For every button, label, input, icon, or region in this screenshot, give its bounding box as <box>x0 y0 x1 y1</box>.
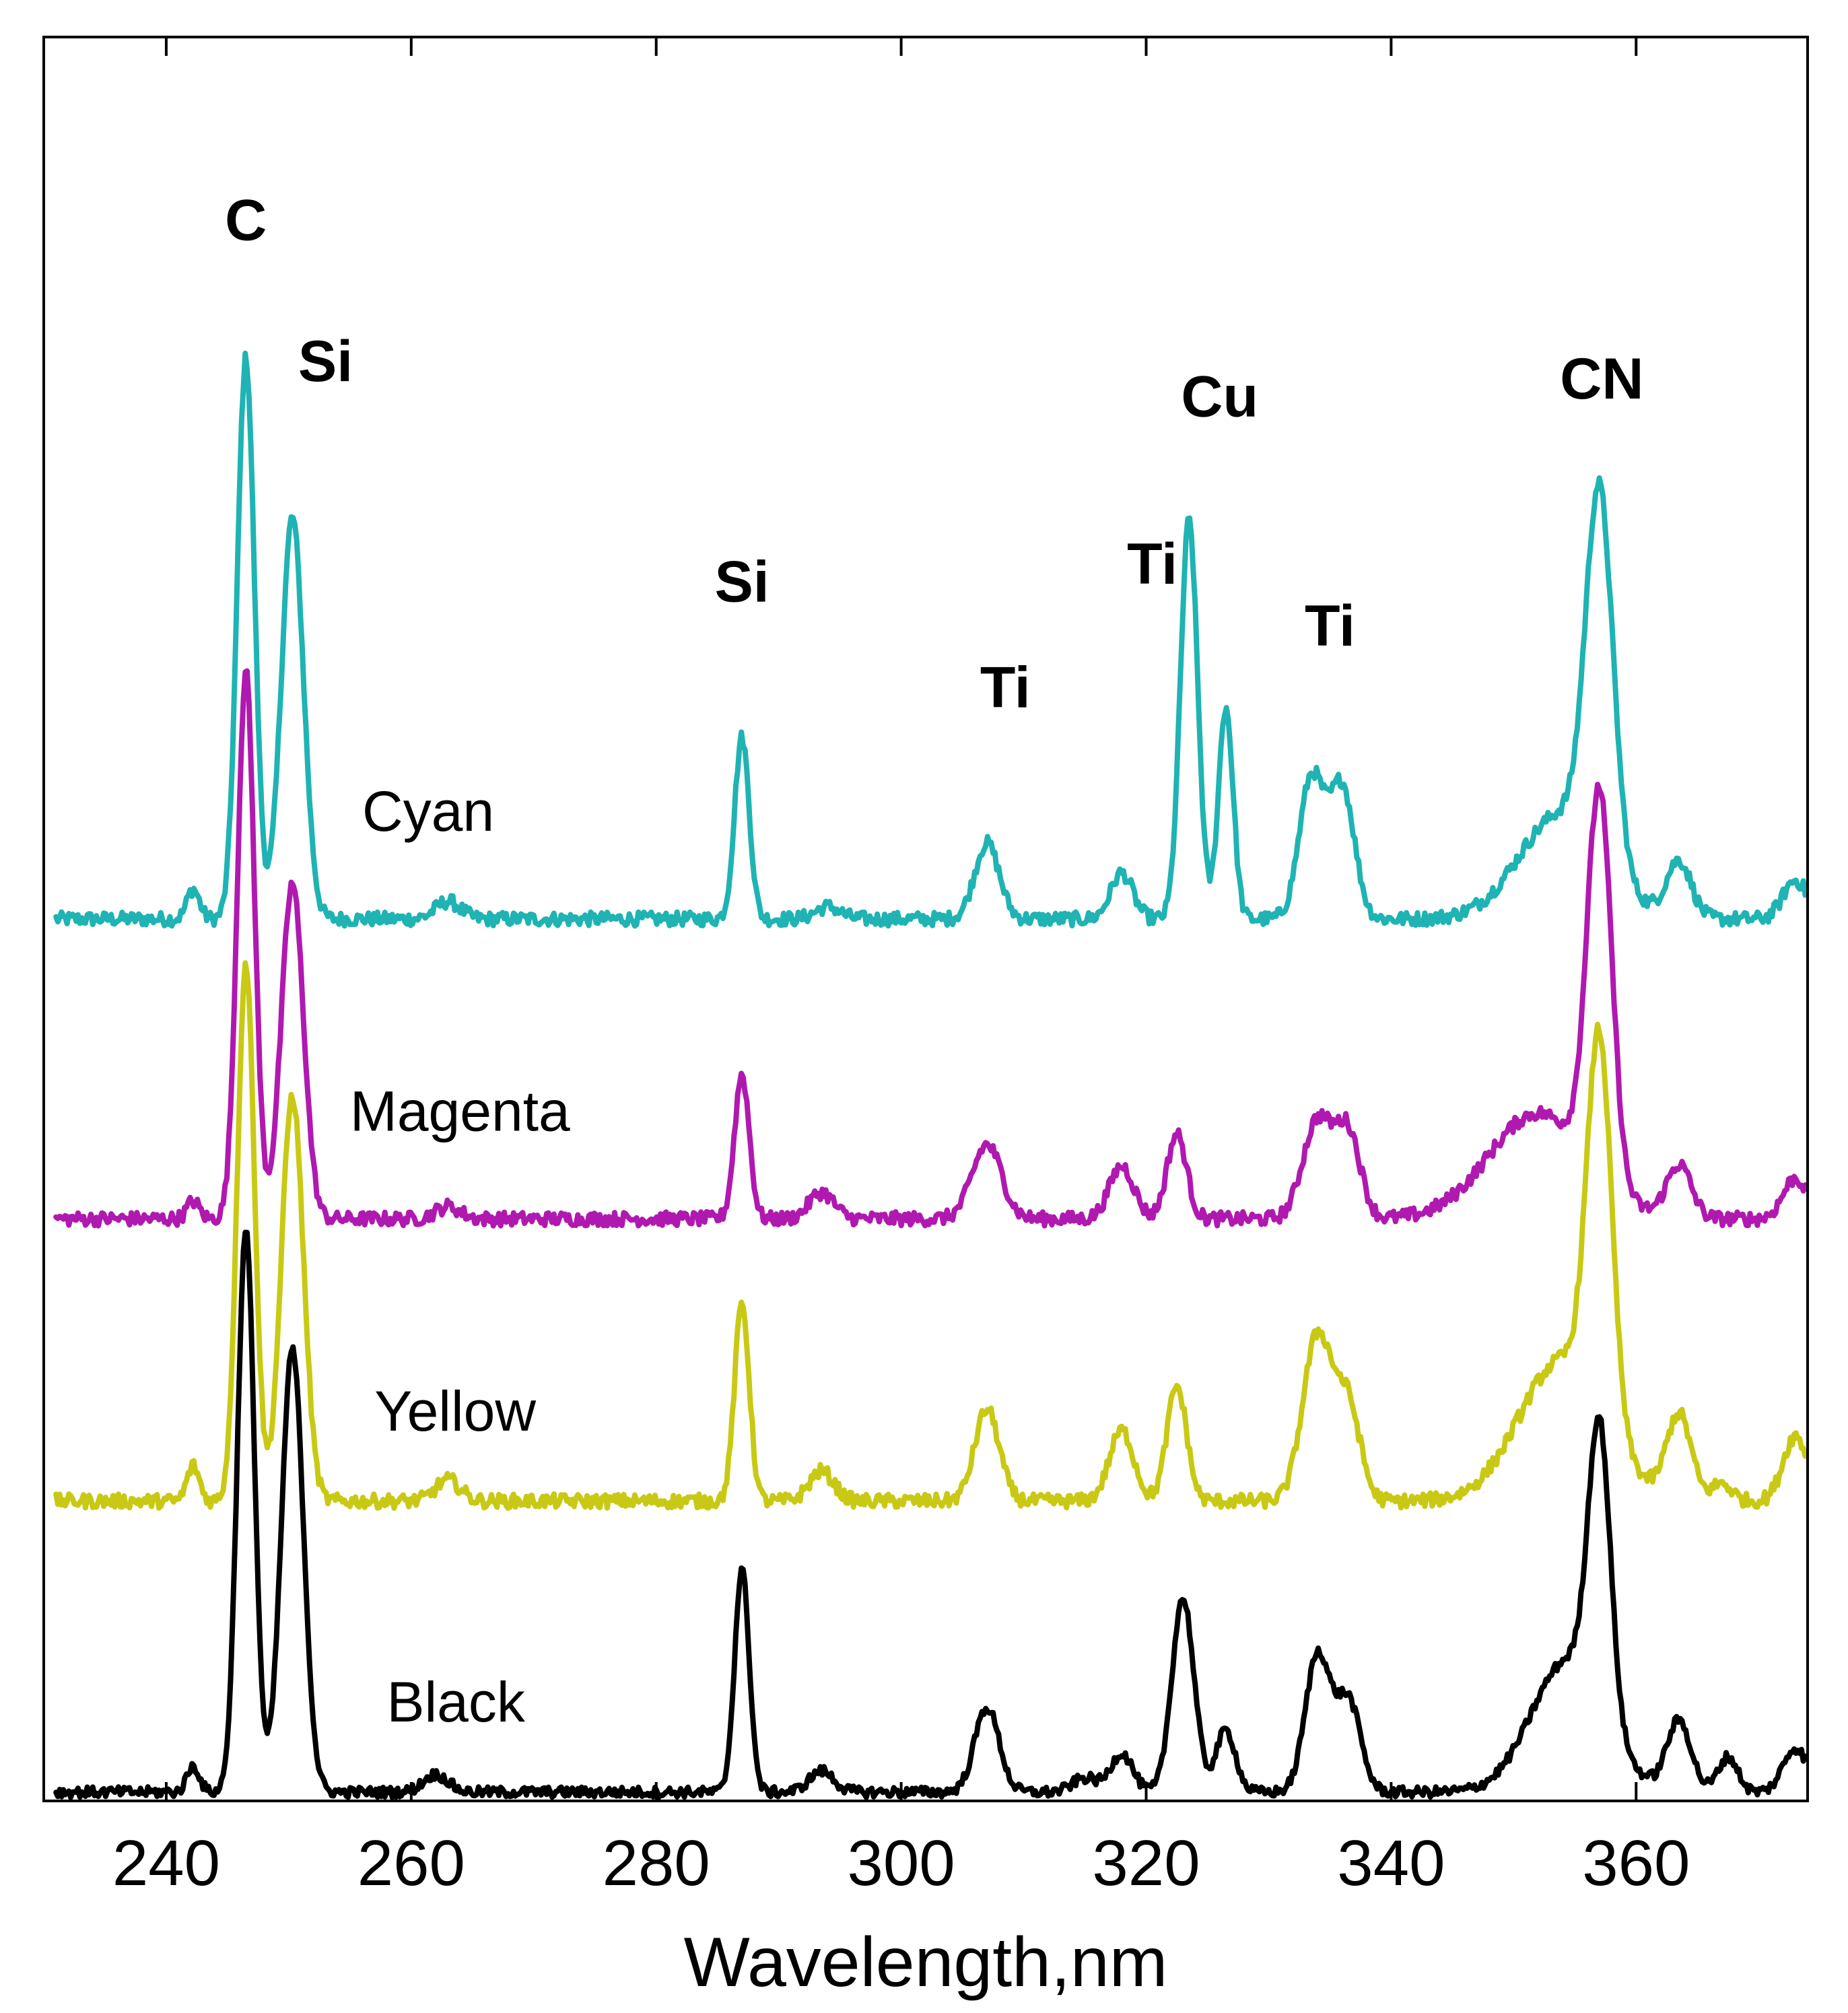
series-line-black <box>53 1229 1808 1800</box>
series-line-magenta <box>53 668 1808 1229</box>
plot-frame <box>42 36 1809 1802</box>
peak-label-si-2: Si <box>714 549 769 614</box>
peak-annotations: C Si Si Ti Ti Cu Ti CN <box>225 188 1643 720</box>
series-label-black: Black <box>386 1670 525 1734</box>
peak-label-cu-5: Cu <box>1181 364 1258 429</box>
x-tick-label-240: 240 <box>112 1827 220 1899</box>
x-tick-label-340: 340 <box>1337 1827 1445 1899</box>
series-label-yellow: Yellow <box>374 1379 536 1443</box>
peak-label-si-1: Si <box>298 329 353 394</box>
x-tick-label-320: 320 <box>1092 1827 1200 1899</box>
x-axis-ticks: 240 260 280 300 320 340 360 <box>112 37 1690 1899</box>
x-tick-label-360: 360 <box>1582 1827 1690 1899</box>
series-label-magenta: Magenta <box>350 1079 570 1142</box>
x-tick-label-280: 280 <box>603 1827 710 1899</box>
peak-label-c-0: C <box>225 188 267 252</box>
peak-label-cn-7: CN <box>1560 347 1643 411</box>
x-tick-label-300: 300 <box>848 1827 955 1899</box>
x-axis-label: Wavelength,nm <box>684 1923 1168 2002</box>
series-line-yellow <box>53 960 1808 1511</box>
peak-label-ti-4: Ti <box>1127 532 1177 596</box>
series-label-cyan: Cyan <box>362 780 494 843</box>
peak-label-ti-6: Ti <box>1305 594 1355 658</box>
series-layer <box>53 350 1808 1800</box>
series-labels: Cyan Magenta Yellow Black <box>350 780 570 1734</box>
series-line-cyan <box>53 350 1808 929</box>
peak-label-ti-3: Ti <box>980 656 1031 720</box>
x-tick-label-260: 260 <box>357 1827 465 1899</box>
